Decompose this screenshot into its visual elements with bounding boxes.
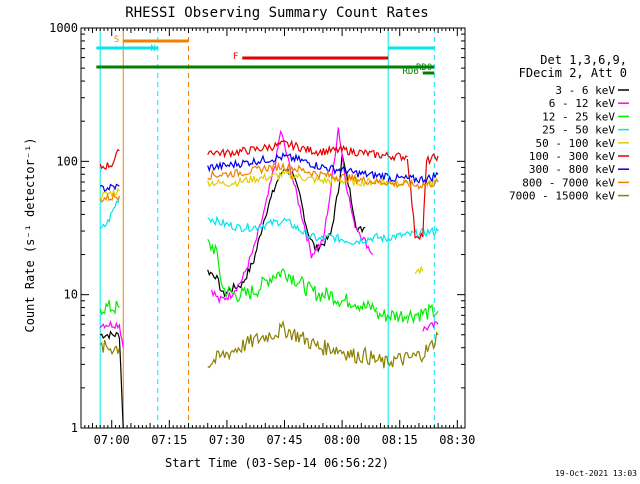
y-tick-label: 10 — [64, 288, 78, 302]
series-line — [99, 148, 120, 170]
legend-header: FDecim 2, Att 0 — [519, 66, 627, 80]
series-line — [100, 195, 120, 229]
series-line — [406, 303, 439, 325]
x-tick-label: 07:15 — [151, 433, 187, 447]
flag-label: RD0 — [416, 63, 432, 73]
series-line — [99, 192, 120, 203]
y-axis-label: Count Rate (s⁻¹ detector⁻¹) — [23, 137, 37, 332]
x-tick-label: 07:45 — [266, 433, 302, 447]
legend-entry-label: 3 - 6 keV — [555, 84, 615, 97]
flag-label: S — [114, 35, 119, 45]
x-tick-label: 08:15 — [382, 433, 418, 447]
series-line — [387, 171, 439, 184]
legend-entry-label: 800 - 7000 keV — [522, 176, 615, 189]
series-line — [207, 169, 389, 188]
series-group — [99, 152, 439, 193]
y-tick-label: 1000 — [49, 21, 78, 35]
series-line — [207, 161, 389, 186]
flag-label: RD6 — [402, 67, 418, 77]
legend-header: Det 1,3,6,9, — [540, 53, 627, 67]
x-tick-label: 07:00 — [94, 433, 130, 447]
y-tick-label: 1 — [71, 421, 78, 435]
series-line — [99, 183, 120, 193]
legend-entry-label: 6 - 12 keV — [549, 97, 616, 110]
series-line — [100, 187, 120, 200]
series-line — [99, 319, 124, 348]
series-line — [207, 238, 378, 314]
flag-label: F — [233, 52, 238, 62]
legend-entry-label: 12 - 25 keV — [542, 110, 615, 123]
flag-label: N — [150, 44, 155, 54]
series-line — [99, 330, 124, 429]
x-tick-label: 07:30 — [209, 433, 245, 447]
series-group — [99, 238, 439, 325]
y-tick-label: 100 — [56, 154, 78, 168]
series-line — [387, 152, 408, 162]
legend-entry-label: 25 - 50 keV — [542, 124, 615, 137]
series-line — [387, 177, 439, 191]
series-line — [387, 331, 439, 368]
footer-timestamp: 19-Oct-2021 13:03 — [555, 469, 637, 478]
chart-title: RHESSI Observing Summary Count Rates — [125, 5, 428, 21]
series-group — [99, 127, 439, 348]
series-group — [99, 319, 439, 369]
x-axis-label: Start Time (03-Sep-14 06:56:22) — [165, 456, 389, 470]
series-line — [207, 215, 389, 245]
series-line — [99, 339, 120, 356]
x-tick-label: 08:30 — [439, 433, 475, 447]
series-group — [100, 195, 439, 245]
time-marker-lines — [99, 28, 435, 428]
series-lines — [99, 127, 439, 429]
series-line — [406, 152, 439, 241]
series-line — [414, 265, 424, 275]
legend-entry-label: 50 - 100 keV — [536, 137, 616, 150]
series-line — [207, 139, 389, 159]
series-line — [99, 300, 120, 316]
legend-entry-label: 100 - 300 keV — [529, 150, 615, 163]
legend-entry-label: 300 - 800 keV — [529, 163, 615, 176]
series-group — [99, 161, 439, 203]
legend-entry-label: 7000 - 15000 keV — [509, 190, 615, 203]
series-line — [422, 320, 439, 332]
series-line — [376, 309, 408, 323]
series-group — [99, 139, 439, 241]
plot-frame — [80, 27, 466, 429]
series-line — [207, 152, 389, 181]
series-line — [207, 319, 389, 369]
series-line — [387, 226, 439, 242]
axis-ticks: 07:00 07:15 07:30 07:45 08:00 08:15 08:30 1 10 10… — [49, 21, 475, 447]
x-tick-label: 08:00 — [324, 433, 360, 447]
